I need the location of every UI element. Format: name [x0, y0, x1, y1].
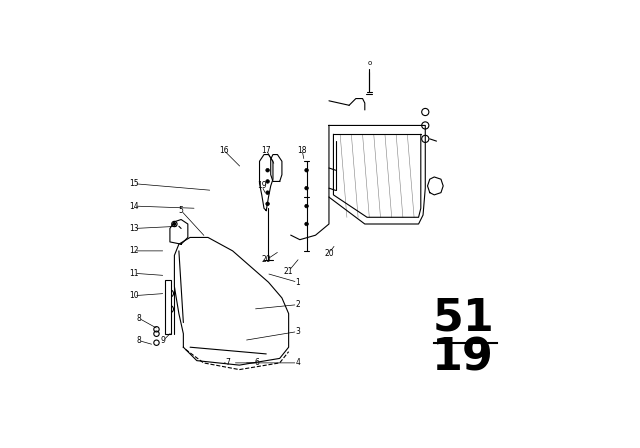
- Circle shape: [305, 204, 308, 208]
- Text: 19: 19: [257, 181, 267, 190]
- Text: 12: 12: [129, 246, 139, 255]
- Text: o: o: [367, 60, 371, 66]
- Circle shape: [305, 222, 308, 226]
- Circle shape: [266, 202, 269, 206]
- Text: 19: 19: [433, 337, 494, 380]
- Text: 4: 4: [295, 358, 300, 367]
- Text: 6: 6: [255, 358, 260, 367]
- Circle shape: [173, 223, 176, 225]
- Text: 7: 7: [226, 358, 230, 367]
- Text: 5: 5: [179, 206, 184, 215]
- Text: 51: 51: [433, 297, 494, 340]
- Text: 13: 13: [129, 224, 139, 233]
- Text: 20: 20: [324, 249, 334, 258]
- Text: 16: 16: [219, 146, 228, 155]
- Text: 2: 2: [295, 300, 300, 309]
- Text: 20: 20: [261, 255, 271, 264]
- Text: 3: 3: [295, 327, 300, 336]
- Circle shape: [305, 186, 308, 190]
- Text: 1: 1: [295, 278, 300, 287]
- Text: 17: 17: [261, 146, 271, 155]
- Text: 10: 10: [129, 291, 139, 300]
- Circle shape: [305, 168, 308, 172]
- Text: 15: 15: [129, 179, 139, 188]
- Text: 14: 14: [129, 202, 139, 211]
- Circle shape: [266, 180, 269, 183]
- Text: 11: 11: [129, 269, 139, 278]
- Text: 8: 8: [136, 314, 141, 323]
- Text: 21: 21: [284, 267, 293, 276]
- Circle shape: [266, 191, 269, 194]
- Text: 9: 9: [161, 336, 166, 345]
- Circle shape: [266, 168, 269, 172]
- FancyBboxPatch shape: [165, 280, 171, 334]
- Text: 8: 8: [136, 336, 141, 345]
- Text: 18: 18: [298, 146, 307, 155]
